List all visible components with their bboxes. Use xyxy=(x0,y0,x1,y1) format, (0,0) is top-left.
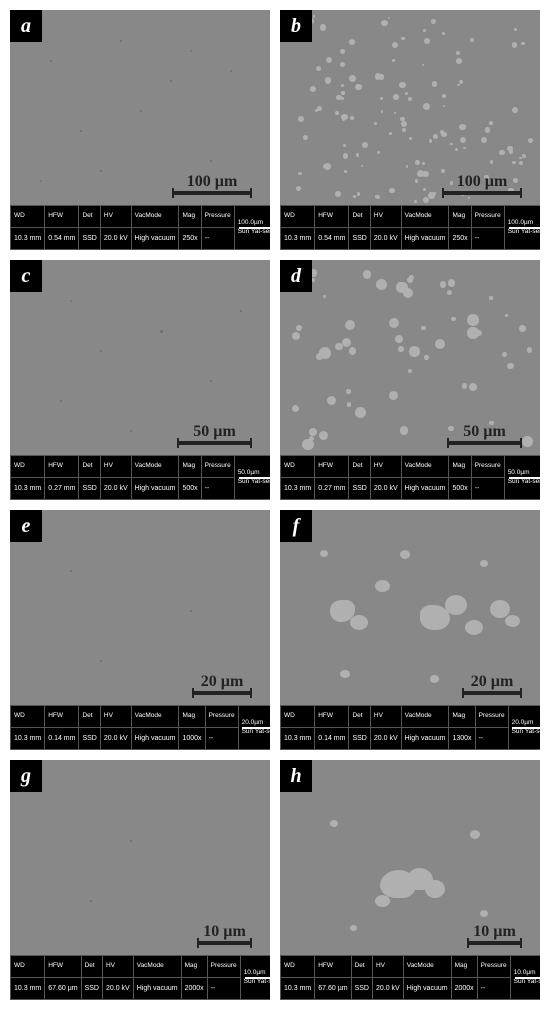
panel-label: b xyxy=(280,10,312,42)
sem-panel-f: f 20 µm WDHFWDetHVVacModeMagPressure20.0µm… xyxy=(280,510,540,750)
sem-panel-c: c 50 µm WDHFWDetHVVacModeMagPressure50.0µm… xyxy=(10,260,270,500)
sem-panel-b: b 100 µm WDHFWDetHVVacModeMagPressure100.0… xyxy=(280,10,540,250)
sem-panel-grid: a 100 µm WDHFWDetHVVacModeMagPressure100.0… xyxy=(0,0,545,1010)
panel-label: c xyxy=(10,260,42,292)
scale-bar: 100 µm xyxy=(172,173,252,195)
sem-panel-a: a 100 µm WDHFWDetHVVacModeMagPressure100.0… xyxy=(10,10,270,250)
sem-panel-h: h 10 µm WDHFWDetHVVacModeMagPressure10.0µm… xyxy=(280,760,540,1000)
scale-bar: 20 µm xyxy=(462,673,522,695)
scale-bar: 10 µm xyxy=(197,923,252,945)
info-strip: WDHFWDetHVVacModeMagPressure100.0µmSun Y… xyxy=(10,205,270,250)
panel-label: g xyxy=(10,760,42,792)
scale-bar: 100 µm xyxy=(442,173,522,195)
info-strip: WDHFWDetHVVacModeMagPressure20.0µmSun Ya… xyxy=(280,705,540,750)
panel-label: d xyxy=(280,260,312,292)
scale-bar: 10 µm xyxy=(467,923,522,945)
info-strip: WDHFWDetHVVacModeMagPressure100.0µmSun Y… xyxy=(280,205,540,250)
sem-panel-d: d 50 µm WDHFWDetHVVacModeMagPressure50.0µm… xyxy=(280,260,540,500)
panel-label: a xyxy=(10,10,42,42)
info-strip: WDHFWDetHVVacModeMagPressure50.0µmSun Ya… xyxy=(10,455,270,500)
scale-bar: 20 µm xyxy=(192,673,252,695)
info-strip: WDHFWDetHVVacModeMagPressure50.0µmSun Ya… xyxy=(280,455,540,500)
scale-bar: 50 µm xyxy=(177,423,252,445)
sem-panel-g: g 10 µm WDHFWDetHVVacModeMagPressure10.0µm… xyxy=(10,760,270,1000)
panel-label: h xyxy=(280,760,312,792)
sem-panel-e: e 20 µm WDHFWDetHVVacModeMagPressure20.0µm… xyxy=(10,510,270,750)
info-strip: WDHFWDetHVVacModeMagPressure20.0µmSun Ya… xyxy=(10,705,270,750)
panel-label: f xyxy=(280,510,312,542)
info-strip: WDHFWDetHVVacModeMagPressure10.0µmSun Ya… xyxy=(10,955,270,1000)
scale-bar: 50 µm xyxy=(447,423,522,445)
info-strip: WDHFWDetHVVacModeMagPressure10.0µmSun Ya… xyxy=(280,955,540,1000)
panel-label: e xyxy=(10,510,42,542)
